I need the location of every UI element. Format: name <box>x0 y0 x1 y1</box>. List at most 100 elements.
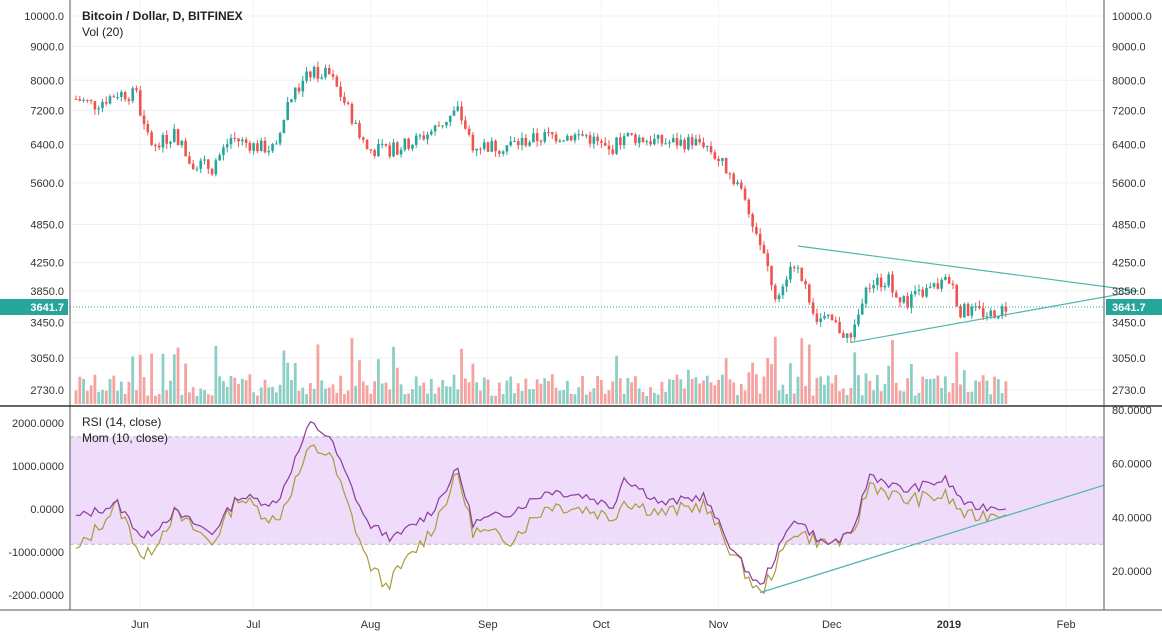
candle-body <box>138 90 142 116</box>
candle-body <box>755 226 758 234</box>
volume-bar <box>755 374 758 404</box>
volume-bar <box>327 387 331 404</box>
volume-bar <box>407 393 411 404</box>
candle-body <box>169 141 172 144</box>
candle-body <box>516 141 520 146</box>
volume-bar <box>237 383 240 404</box>
volume-bar <box>819 376 823 404</box>
candle-body <box>611 149 615 154</box>
candle-body <box>346 102 350 104</box>
candle-body <box>906 296 909 308</box>
candle-body <box>479 148 482 150</box>
volume-bar <box>142 377 146 404</box>
candle-body <box>641 137 645 142</box>
volume-bar <box>308 383 312 404</box>
candle-body <box>649 141 652 145</box>
volume-bar <box>698 383 702 404</box>
candle-body <box>717 158 720 162</box>
volume-bar <box>709 382 713 404</box>
candle-body <box>464 120 467 129</box>
volume-bar <box>316 344 320 404</box>
candle-body <box>309 71 312 78</box>
volume-bar <box>380 383 384 404</box>
candle-body <box>135 88 138 91</box>
volume-bar <box>736 394 739 404</box>
candle-body <box>343 96 346 103</box>
volume-bar <box>800 338 804 404</box>
volume-bar <box>361 381 365 404</box>
volume-bar <box>150 353 153 404</box>
candle-body <box>683 139 686 150</box>
volume-bar <box>928 378 932 404</box>
candle-body <box>430 131 433 135</box>
candle-body <box>981 308 985 318</box>
rsi-legend: RSI (14, close) <box>82 415 162 429</box>
price-tick-left: 4250.0 <box>30 257 64 269</box>
volume-bar <box>770 364 773 404</box>
volume-bar <box>259 387 263 404</box>
price-tick-right: 6400.0 <box>1112 140 1146 152</box>
volume-bar <box>645 395 649 404</box>
volume-bar <box>702 380 705 404</box>
candle-body <box>762 245 766 254</box>
candle-body <box>554 134 558 142</box>
volume-bar <box>751 362 755 404</box>
volume-bar <box>229 375 233 404</box>
time-tick: Jun <box>131 619 149 631</box>
candle-body <box>558 140 562 142</box>
candle-body <box>804 280 807 285</box>
volume-bar <box>853 352 857 404</box>
volume-bar <box>524 378 528 404</box>
candle-body <box>452 110 456 116</box>
candle-body <box>997 316 1000 319</box>
volume-bar <box>346 390 350 404</box>
volume-bar <box>161 353 165 404</box>
volume-bar <box>732 382 736 404</box>
volume-bar <box>989 394 993 404</box>
volume-bar <box>108 378 112 404</box>
candle-body <box>460 106 463 121</box>
volume-bar <box>947 392 951 404</box>
candle-body <box>774 285 777 300</box>
candle-body <box>539 141 543 143</box>
volume-bar <box>282 350 286 404</box>
candle-body <box>354 123 358 125</box>
volume-bar <box>165 390 169 404</box>
candle-body <box>747 199 751 215</box>
candle-body <box>668 142 671 144</box>
volume-bar <box>789 363 792 404</box>
candle-body <box>388 145 392 157</box>
volume-bar <box>520 390 524 404</box>
candle-body <box>721 158 724 162</box>
volume-bar <box>490 395 494 404</box>
candle-body <box>244 139 248 143</box>
volume-bar <box>906 378 909 404</box>
price-tick-right: 4250.0 <box>1112 257 1146 269</box>
last-price-right: 3641.7 <box>1112 302 1146 314</box>
volume-bar <box>203 390 206 404</box>
candle-body <box>789 266 792 280</box>
volume-bar <box>959 384 962 404</box>
candle-body <box>872 285 875 289</box>
candle-body <box>796 267 800 269</box>
candle-body <box>845 333 849 338</box>
candle-body <box>184 140 187 157</box>
volume-bar <box>607 390 611 404</box>
time-tick: Jul <box>246 619 260 631</box>
volume-bar <box>630 382 634 404</box>
volume-bar <box>675 374 679 404</box>
volume-bar <box>796 376 800 404</box>
volume-bar <box>717 379 720 404</box>
volume-bar <box>528 389 531 404</box>
volume-bar <box>157 394 161 404</box>
volume-bar <box>566 380 569 404</box>
volume-bar <box>392 346 395 404</box>
candles <box>70 61 1139 344</box>
candle-body <box>932 283 936 287</box>
volume-bar <box>588 391 592 404</box>
candle-body <box>275 143 278 145</box>
candle-body <box>966 304 970 316</box>
mom-line <box>75 444 1007 595</box>
volume-bar <box>377 359 380 404</box>
